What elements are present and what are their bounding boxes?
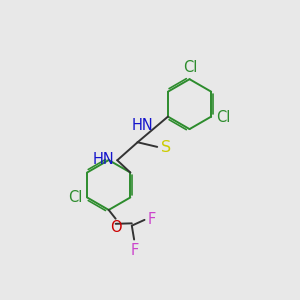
Text: Cl: Cl: [184, 60, 198, 75]
Text: O: O: [110, 220, 122, 235]
Text: F: F: [148, 212, 156, 227]
Text: HN: HN: [93, 152, 115, 167]
Text: S: S: [161, 140, 172, 155]
Text: F: F: [130, 243, 139, 258]
Text: Cl: Cl: [216, 110, 231, 125]
Text: HN: HN: [132, 118, 153, 133]
Text: Cl: Cl: [68, 190, 83, 205]
